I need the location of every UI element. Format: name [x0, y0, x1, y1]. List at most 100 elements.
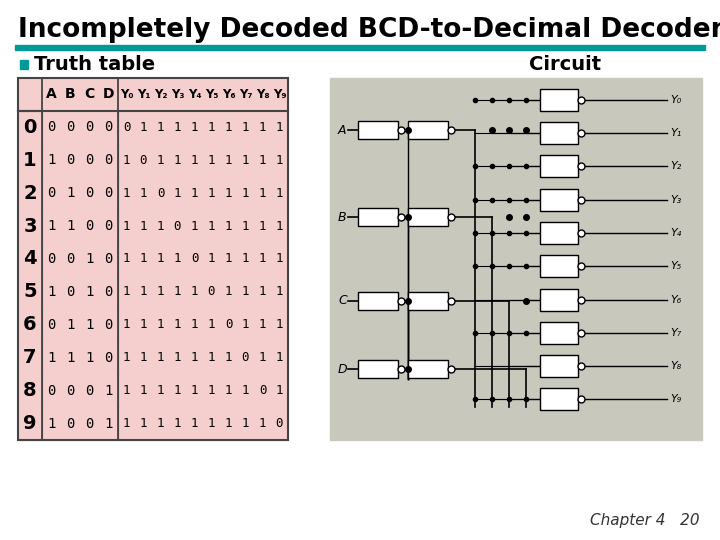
- Text: 0: 0: [225, 318, 233, 332]
- Text: 1: 1: [157, 351, 164, 364]
- Text: 1: 1: [104, 383, 113, 397]
- Text: A: A: [338, 124, 346, 137]
- Text: D: D: [338, 363, 348, 376]
- Text: 0: 0: [66, 153, 75, 167]
- Text: 1: 1: [157, 417, 164, 430]
- Text: 1: 1: [140, 384, 148, 397]
- Text: 0: 0: [66, 252, 75, 266]
- Text: 1: 1: [157, 121, 164, 134]
- Text: 1: 1: [174, 384, 181, 397]
- Text: 1: 1: [122, 154, 130, 167]
- Text: 1: 1: [225, 121, 233, 134]
- Text: 1: 1: [242, 187, 249, 200]
- Text: 1: 1: [258, 417, 266, 430]
- Text: 1: 1: [174, 121, 181, 134]
- Text: 0: 0: [66, 383, 75, 397]
- Text: 1: 1: [242, 121, 249, 134]
- Text: 1: 1: [225, 220, 233, 233]
- Text: 5: 5: [23, 282, 37, 301]
- Text: 0: 0: [48, 252, 55, 266]
- Text: 1: 1: [276, 384, 283, 397]
- Bar: [540, 89, 578, 111]
- Text: 1: 1: [191, 318, 198, 332]
- Text: 0: 0: [48, 318, 55, 332]
- Text: C: C: [338, 294, 347, 307]
- Text: 1: 1: [157, 154, 164, 167]
- Text: Chapter 4   20: Chapter 4 20: [590, 513, 700, 528]
- Text: 0: 0: [104, 219, 113, 233]
- Text: Y₇: Y₇: [239, 88, 252, 101]
- Bar: [540, 222, 578, 244]
- Text: 0: 0: [104, 350, 113, 365]
- Text: C: C: [84, 87, 94, 102]
- Text: 0: 0: [258, 384, 266, 397]
- Text: 0: 0: [174, 220, 181, 233]
- Text: 0: 0: [66, 416, 75, 430]
- Text: 1: 1: [122, 384, 130, 397]
- Text: Y₈: Y₈: [256, 88, 269, 101]
- Text: 0: 0: [85, 120, 94, 134]
- Text: 0: 0: [85, 219, 94, 233]
- Text: Truth table: Truth table: [34, 56, 155, 75]
- Text: 1: 1: [140, 220, 148, 233]
- Bar: [358, 208, 398, 226]
- Text: 1: 1: [208, 253, 215, 266]
- Text: 1: 1: [122, 253, 130, 266]
- Text: 1: 1: [140, 121, 148, 134]
- Text: B: B: [66, 87, 76, 102]
- Text: Y₁: Y₁: [137, 88, 150, 101]
- Text: A: A: [46, 87, 57, 102]
- Text: 1: 1: [276, 154, 283, 167]
- Text: 1: 1: [208, 187, 215, 200]
- Text: 1: 1: [225, 253, 233, 266]
- Text: 1: 1: [48, 350, 55, 365]
- Text: 1: 1: [242, 384, 249, 397]
- Text: 1: 1: [66, 318, 75, 332]
- Text: Y₅: Y₅: [204, 88, 218, 101]
- Text: 1: 1: [208, 417, 215, 430]
- Text: 1: 1: [122, 351, 130, 364]
- Text: 1: 1: [242, 286, 249, 299]
- Text: 1: 1: [174, 286, 181, 299]
- Text: Y₀: Y₀: [670, 94, 681, 105]
- Text: Y₂: Y₂: [670, 161, 681, 171]
- Text: 0: 0: [85, 416, 94, 430]
- Bar: [358, 122, 398, 139]
- Text: 0: 0: [48, 120, 55, 134]
- Text: 0: 0: [23, 118, 37, 137]
- Text: 1: 1: [122, 286, 130, 299]
- Text: 1: 1: [157, 253, 164, 266]
- Text: 1: 1: [225, 187, 233, 200]
- Text: 1: 1: [258, 318, 266, 332]
- Bar: [408, 292, 448, 309]
- Text: 9: 9: [23, 414, 37, 433]
- Text: 1: 1: [140, 187, 148, 200]
- Text: 1: 1: [140, 351, 148, 364]
- Text: Y₃: Y₃: [171, 88, 184, 101]
- Bar: [330, 78, 702, 440]
- Text: 1: 1: [191, 384, 198, 397]
- Text: Y₆: Y₆: [222, 88, 235, 101]
- Text: 0: 0: [122, 121, 130, 134]
- Text: 0: 0: [191, 253, 198, 266]
- Text: 1: 1: [48, 219, 55, 233]
- Bar: [540, 355, 578, 377]
- Text: 1: 1: [85, 285, 94, 299]
- Text: 1: 1: [208, 220, 215, 233]
- Text: 1: 1: [242, 417, 249, 430]
- Text: 1: 1: [242, 318, 249, 332]
- Text: 1: 1: [85, 350, 94, 365]
- Bar: [358, 360, 398, 379]
- Text: 1: 1: [191, 417, 198, 430]
- Text: 1: 1: [191, 154, 198, 167]
- Text: 1: 1: [191, 187, 198, 200]
- Text: 0: 0: [104, 120, 113, 134]
- Bar: [540, 288, 578, 310]
- Text: Y₃: Y₃: [670, 194, 681, 205]
- Text: 8: 8: [23, 381, 37, 400]
- Text: 7: 7: [23, 348, 37, 367]
- Text: 1: 1: [276, 318, 283, 332]
- Text: 0: 0: [85, 186, 94, 200]
- Bar: [540, 255, 578, 277]
- Text: 1: 1: [276, 253, 283, 266]
